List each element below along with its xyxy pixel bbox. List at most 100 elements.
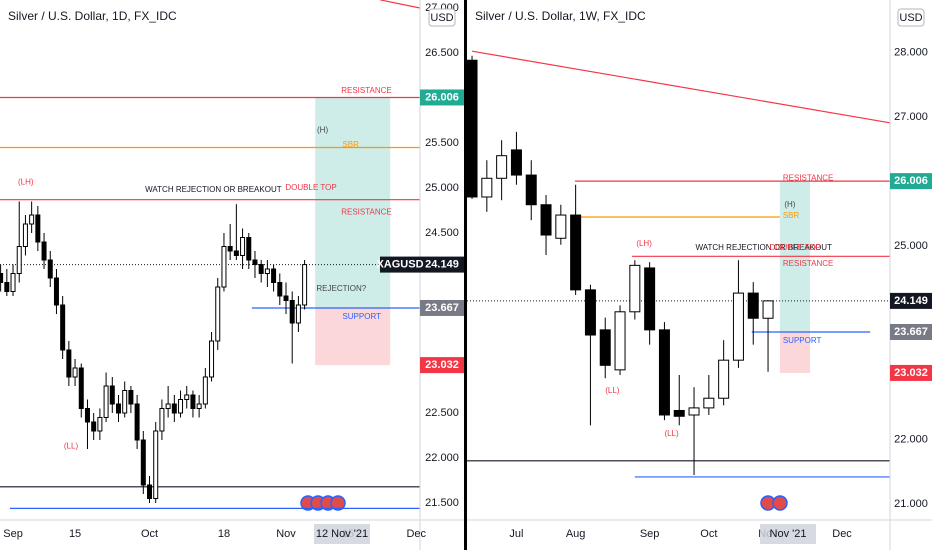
price-tag [890, 173, 932, 190]
annotation: SBR [342, 140, 359, 149]
y-tick-label: 22.500 [425, 407, 459, 419]
candle-body [178, 398, 184, 414]
chart-title: Silver / U.S. Dollar, 1D, FX_IDC [8, 9, 177, 23]
candle-body [78, 367, 84, 409]
candle-body [246, 237, 252, 261]
candle-body [227, 246, 233, 252]
candle-body [295, 304, 301, 324]
candle-body [264, 268, 270, 274]
candle-body [747, 292, 759, 319]
candle-body [60, 304, 66, 351]
candle-body [644, 267, 656, 331]
candle-body [22, 223, 28, 248]
candle-body [91, 421, 97, 432]
candle-body [97, 416, 103, 432]
y-tick-label: 25.000 [425, 182, 459, 194]
candle-body [570, 214, 582, 291]
candle-body [240, 237, 246, 257]
price-tag-label: 26.006 [425, 91, 459, 103]
chart-title: Silver / U.S. Dollar, 1W, FX_IDC [475, 9, 646, 23]
candle-body [134, 403, 140, 441]
symbol-tag [380, 256, 420, 273]
candle-body [252, 259, 258, 265]
x-tick-label: Nov [276, 528, 296, 540]
annotation: RESISTANCE [341, 207, 392, 216]
candle-body [84, 407, 90, 423]
candle-body [718, 359, 730, 399]
candle-body [209, 340, 215, 378]
candle-body [29, 214, 35, 225]
price-tag [420, 299, 464, 316]
candle-body [10, 272, 16, 292]
x-tick-label: Sep [640, 528, 660, 540]
candle-body [190, 394, 196, 409]
annotation: DOUBLE TOP [285, 183, 336, 192]
annotation: RESISTANCE [783, 173, 834, 182]
event-icons [300, 495, 788, 511]
candle-body [525, 174, 537, 206]
date-label-bg [760, 524, 816, 544]
candle-body [540, 204, 552, 236]
plot-area: RESISTANCE (H) SBR (LH) WATCH REJECTION OR B… [467, 50, 890, 478]
y-tick-label: 21.500 [425, 497, 459, 509]
candle-body [215, 286, 221, 342]
candle-body [658, 329, 670, 416]
price-tag-label: 23.032 [425, 359, 459, 371]
price-tag-label: 24.149 [425, 258, 459, 270]
chart-panel: RESISTANCE (H) SBR (LH) WATCH REJECTION OR B… [467, 0, 932, 550]
annotation: REJECTION? [316, 284, 366, 293]
price-tag [420, 256, 464, 273]
candle-body [103, 385, 109, 418]
x-tick-label: Dec [832, 528, 852, 540]
trend-line [380, 0, 420, 9]
y-tick-label: 22.000 [425, 452, 459, 464]
x-tick-label: 18 [218, 528, 230, 540]
annotation: WATCH REJECTION OR BREAKOUT [696, 243, 833, 252]
candle-body [41, 241, 47, 261]
candle-body [732, 292, 744, 361]
x-tick-label: Oct [141, 528, 158, 540]
candle-body [0, 272, 4, 283]
candle-body [109, 385, 115, 405]
y-tick-label: 26.500 [425, 47, 459, 59]
currency-box [428, 8, 456, 27]
candle-body [66, 349, 72, 378]
y-tick-label: 24.500 [425, 227, 459, 239]
candle-body [258, 263, 264, 274]
candle-body [496, 155, 508, 179]
candle-body [703, 397, 715, 409]
candle-body [122, 389, 128, 414]
candle-body [277, 281, 283, 297]
candle-body [283, 295, 289, 301]
candle-body [115, 403, 121, 414]
candle-body [184, 394, 190, 400]
annotation: (LH) [636, 239, 652, 248]
price-tag-label: 26.006 [894, 175, 928, 187]
candle-body [584, 289, 596, 336]
annotation: RESISTANCE [341, 86, 392, 95]
candle-body [467, 59, 478, 198]
y-tick-label: 21.000 [894, 498, 928, 510]
annotation: SUPPORT [342, 312, 381, 321]
candle-body [762, 300, 774, 319]
candle-body [688, 407, 700, 416]
price-tag-label: 23.667 [425, 302, 459, 314]
price-tag [890, 323, 932, 340]
y-tick-label: 28.000 [894, 46, 928, 58]
price-tag-label: 23.032 [894, 367, 928, 379]
candle-body [159, 407, 165, 432]
annotation: (LL) [64, 441, 79, 450]
x-tick-label: Oct [700, 528, 717, 540]
currency-label: USD [899, 12, 922, 24]
candle-body [165, 403, 171, 409]
date-label: 12 Nov '21 [316, 528, 368, 540]
candle-body [599, 329, 611, 366]
price-tag [890, 292, 932, 309]
price-tag-label: 23.667 [894, 326, 928, 338]
x-tick-label: Sep [3, 528, 23, 540]
candle-body [4, 281, 10, 292]
candle-body [196, 403, 202, 409]
range-box [779, 331, 811, 373]
price-tag-label: 24.149 [894, 295, 928, 307]
y-tick-label: 22.000 [894, 433, 928, 445]
